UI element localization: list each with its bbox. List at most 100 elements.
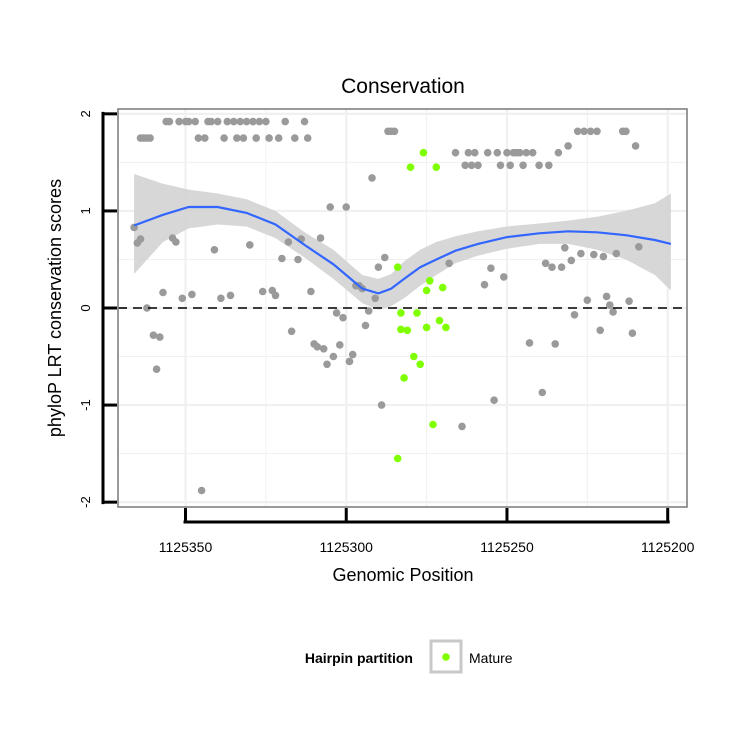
x-tick-label: 1125300 (319, 539, 373, 555)
data-point (483, 148, 492, 157)
data-point (265, 134, 273, 142)
data-point (194, 134, 203, 142)
data-point (207, 117, 215, 126)
data-point (635, 243, 643, 251)
data-point (146, 134, 154, 142)
data-point (217, 294, 225, 303)
data-point (557, 263, 566, 272)
data-point (570, 311, 579, 319)
chart-title: Conservation (341, 75, 465, 98)
data-point (262, 117, 270, 126)
data-point (220, 134, 228, 142)
plot-panel (117, 108, 688, 508)
data-point-mature (438, 283, 447, 292)
data-point (599, 252, 608, 261)
data-point-mature (422, 323, 431, 332)
data-point (323, 360, 331, 369)
legend-label-mature: Mature (469, 650, 513, 666)
data-point (490, 396, 498, 405)
data-point (342, 203, 351, 211)
data-point (239, 134, 248, 142)
data-point (313, 343, 322, 351)
data-point (152, 365, 161, 374)
data-point (326, 203, 335, 211)
data-point (226, 291, 235, 300)
data-point-mature (393, 263, 402, 272)
data-point (303, 134, 312, 142)
data-point (500, 273, 508, 281)
data-point (538, 388, 547, 397)
data-point (336, 341, 344, 349)
data-point (596, 326, 604, 335)
data-point-mature (429, 420, 437, 429)
data-point (368, 174, 376, 182)
data-point-mature (442, 323, 450, 332)
data-point (471, 148, 479, 157)
data-point (284, 238, 293, 246)
data-point (136, 235, 145, 243)
data-point (583, 296, 592, 305)
smooth-trend-line (133, 205, 672, 295)
data-point-mature (413, 309, 421, 317)
data-point (467, 161, 476, 170)
data-point (506, 161, 514, 170)
axes: 2 1 0 -1 -2 1125350 1125300 1125250 1125200 (78, 110, 695, 555)
data-point (361, 321, 370, 330)
data-point (503, 148, 511, 157)
data-point (294, 255, 302, 264)
y-tick-label: -1 (78, 399, 93, 411)
data-point (445, 259, 453, 268)
data-point (545, 161, 553, 170)
data-point (246, 241, 254, 249)
data-point (229, 117, 238, 126)
data-point-mature (416, 360, 425, 369)
data-point (210, 246, 219, 254)
data-point (242, 117, 251, 126)
data-point (606, 301, 614, 309)
data-point (364, 307, 373, 315)
data-point (451, 148, 460, 157)
data-point (496, 161, 505, 170)
data-point (577, 249, 585, 258)
data-point (191, 117, 199, 126)
data-point (332, 309, 341, 317)
y-tick-label: -2 (78, 496, 93, 508)
data-point (525, 339, 534, 347)
data-point-mature (406, 163, 415, 171)
data-point (493, 148, 502, 157)
data-point (458, 422, 466, 431)
data-point (516, 148, 524, 157)
data-point-mature (435, 316, 444, 325)
data-point (255, 117, 264, 126)
data-point (609, 308, 617, 316)
data-point (258, 287, 267, 296)
confidence-band (134, 174, 671, 310)
data-point-mature (426, 277, 434, 285)
data-point (612, 249, 621, 258)
data-point (480, 280, 489, 289)
data-point (213, 117, 222, 126)
data-point (175, 117, 183, 126)
data-point (628, 329, 637, 338)
x-tick-label: 1125200 (641, 539, 695, 555)
data-point (631, 142, 640, 150)
data-point (522, 148, 531, 157)
data-point-mature (419, 148, 428, 157)
data-point (252, 134, 260, 142)
data-point-mature (400, 374, 408, 382)
x-axis-label: Genomic Position (332, 565, 473, 585)
data-point (178, 294, 187, 303)
y-tick-label: 1 (78, 207, 93, 214)
data-point-mature (393, 454, 402, 463)
data-point-mature (422, 286, 431, 295)
data-point (528, 148, 537, 157)
data-point (307, 287, 315, 296)
data-point (602, 292, 611, 301)
data-point (390, 127, 399, 136)
data-point (461, 161, 470, 170)
data-point (184, 117, 193, 126)
data-point (188, 290, 196, 299)
data-point (535, 161, 543, 170)
legend: Hairpin partition Mature (305, 639, 513, 674)
data-point (381, 253, 389, 262)
